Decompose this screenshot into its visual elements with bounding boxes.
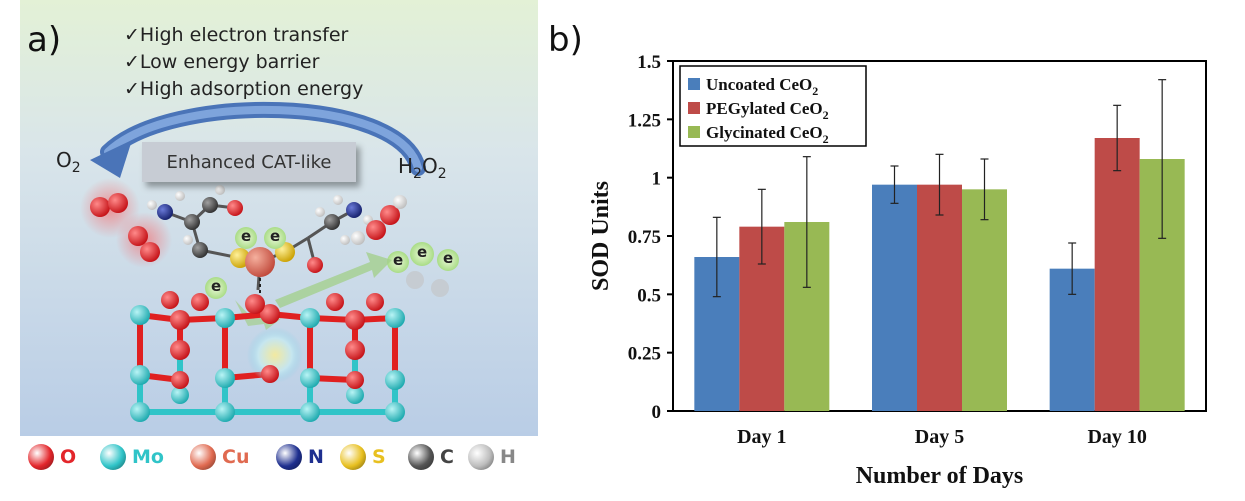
element-ball-icon — [340, 444, 366, 470]
element-legend-item: Cu — [190, 444, 249, 470]
y-axis-title: SOD Units — [588, 181, 614, 291]
electron-label: e — [417, 243, 428, 261]
electron-label: e — [241, 227, 252, 245]
bullet-energy-barrier: ✓Low energy barrier — [124, 51, 320, 73]
element-ball-icon — [276, 444, 302, 470]
x-tick-label: Day 10 — [1087, 426, 1146, 448]
y-tick-label: 0.25 — [628, 344, 661, 365]
electron-label: e — [393, 251, 404, 269]
element-symbol: Cu — [222, 446, 250, 468]
bar — [962, 189, 1007, 411]
element-legend-item: S — [340, 444, 386, 470]
panel-b-label: b) — [548, 20, 583, 60]
enhanced-cat-label: Enhanced CAT-like — [166, 151, 332, 173]
element-ball-icon — [100, 444, 126, 470]
schematic-illustration — [20, 0, 538, 436]
y-tick-label: 0 — [652, 402, 662, 423]
element-symbol: C — [440, 446, 454, 468]
chart-panel: b) 0 0.25 0.5 0.75 1 1.25 1.5 Day 1 Day 5 Day 10 N… — [546, 0, 1245, 501]
y-tick-label: 1.25 — [628, 110, 661, 131]
legend-label: Glycinated CeO2 — [706, 123, 829, 146]
legend-label: Uncoated CeO2 — [706, 75, 818, 98]
element-ball-icon — [28, 444, 54, 470]
bar — [872, 184, 917, 411]
legend-label: PEGylated CeO2 — [706, 99, 829, 122]
element-legend-item: N — [276, 444, 324, 470]
bullet-electron-transfer: ✓High electron transfer — [124, 24, 349, 46]
element-ball-icon — [190, 444, 216, 470]
schematic-panel: a) ✓High electron transfer ✓Low energy b… — [20, 0, 538, 482]
element-symbol: S — [372, 446, 386, 468]
legend-swatch — [688, 102, 700, 114]
legend-box — [679, 65, 867, 147]
element-legend-item: H — [468, 444, 516, 470]
enhanced-cat-box: Enhanced CAT-like — [142, 142, 356, 182]
y-tick-label: 1 — [652, 169, 662, 190]
element-legend: O Mo Cu N S C H — [20, 440, 538, 480]
legend-swatch — [688, 78, 700, 90]
element-symbol: H — [500, 446, 516, 468]
bar — [917, 184, 962, 411]
electron-label: e — [270, 227, 281, 245]
y-tick-label: 1.5 — [637, 52, 661, 73]
y-tick-label: 0.5 — [637, 285, 661, 306]
sod-bar-chart: 0 0.25 0.5 0.75 1 1.25 1.5 Day 1 Day 5 Day 10 Numb… — [588, 52, 1207, 489]
element-ball-icon — [468, 444, 494, 470]
element-symbol: Mo — [132, 446, 164, 468]
electron-label: e — [443, 249, 454, 267]
panel-a-label: a) — [27, 20, 62, 60]
legend-swatch — [688, 126, 700, 138]
element-legend-item: C — [408, 444, 454, 470]
y-tick-label: 0.75 — [628, 227, 661, 248]
o2-label: O2 — [56, 148, 81, 176]
x-axis-title: Number of Days — [856, 463, 1024, 489]
h2o2-label: H2O2 — [398, 154, 447, 182]
x-tick-label: Day 1 — [737, 426, 786, 448]
electron-label: e — [211, 277, 222, 295]
element-symbol: N — [308, 446, 324, 468]
element-legend-item: Mo — [100, 444, 164, 470]
element-symbol: O — [60, 446, 77, 468]
element-ball-icon — [408, 444, 434, 470]
bar — [1094, 138, 1140, 411]
x-tick-label: Day 5 — [915, 426, 964, 448]
bullet-adsorption-energy: ✓High adsorption energy — [124, 78, 364, 100]
element-legend-item: O — [28, 444, 76, 470]
